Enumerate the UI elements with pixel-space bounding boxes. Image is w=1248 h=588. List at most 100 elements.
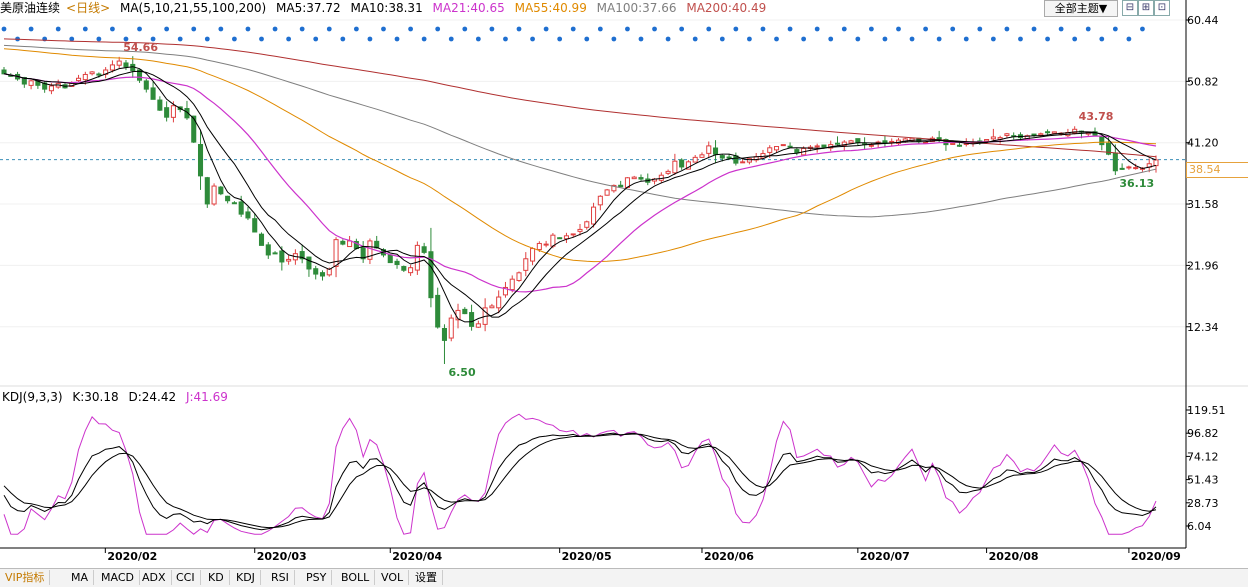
kdj-tick-label: 96.82	[1187, 427, 1219, 440]
ma200-value: MA200:40.49	[686, 1, 767, 15]
candle-body	[584, 221, 590, 228]
tab-kd[interactable]: KD	[203, 570, 230, 585]
signal-dot	[909, 36, 915, 42]
candle-body	[218, 186, 224, 195]
ma5-value: MA5:37.72	[276, 1, 341, 15]
candle-body	[726, 156, 732, 159]
price-tick-label: 60.44	[1187, 14, 1219, 27]
signal-dot	[408, 26, 413, 32]
tab-ma[interactable]: MA	[66, 570, 95, 585]
candle-body	[489, 305, 495, 309]
signal-dot	[1058, 26, 1064, 32]
signal-dot	[801, 36, 807, 42]
signal-dot	[1140, 26, 1145, 32]
candle-body	[740, 161, 746, 164]
date-tick-label: 2020/04	[392, 550, 442, 563]
candle-body	[394, 260, 400, 266]
price-axis: 60.44 50.82 41.20 31.58 21.96 12.34	[1185, 0, 1219, 386]
date-tick-label: 2020/07	[860, 550, 910, 563]
signal-dot	[936, 36, 942, 42]
tab-kdj[interactable]: KDJ	[231, 570, 261, 585]
price-tick-label: 50.82	[1187, 75, 1219, 88]
tab-settings[interactable]: 设置	[410, 570, 443, 585]
candle-body	[923, 141, 929, 144]
moving-average-lines	[3, 38, 1157, 323]
candle-body	[719, 155, 725, 159]
tab-psy[interactable]: PSY	[301, 570, 333, 585]
kdj-lines	[3, 413, 1157, 535]
kdj-j-line	[3, 413, 1157, 535]
tab-cci[interactable]: CCI	[171, 570, 201, 585]
candle-body	[150, 87, 156, 100]
expand-icon[interactable]: ⊞	[1138, 0, 1154, 16]
signal-dot	[638, 36, 644, 42]
signal-dot	[570, 26, 576, 32]
price-extreme-label: 6.50	[448, 366, 475, 379]
candle-body	[672, 160, 678, 174]
signal-dot	[625, 26, 630, 32]
signal-dot	[367, 36, 373, 42]
signal-dot	[96, 36, 102, 42]
price-annotations: 54.66 6.50 43.78 36.13	[123, 41, 1154, 379]
tab-vip[interactable]: VIP指标	[0, 570, 51, 585]
theme-dropdown-button[interactable]: 全部主题▼	[1044, 0, 1118, 17]
signal-dot	[123, 36, 129, 42]
tab-vol[interactable]: VOL	[376, 570, 410, 585]
candle-body	[868, 144, 874, 147]
signal-dot	[828, 36, 834, 42]
ma10-line	[3, 70, 1157, 318]
candle-body	[367, 240, 373, 260]
period-label[interactable]: <日线>	[66, 1, 111, 15]
candle-body	[841, 141, 847, 147]
signal-dot	[814, 26, 820, 32]
candle-body	[231, 202, 237, 205]
date-tick-label: 2020/05	[562, 550, 612, 563]
tab-rsi[interactable]: RSI	[266, 570, 295, 585]
candle-body	[448, 317, 454, 339]
tab-boll[interactable]: BOLL	[336, 570, 376, 585]
candle-body	[889, 140, 895, 143]
date-tick-label: 2020/03	[257, 550, 307, 563]
indicator-tab-bar: VIP指标 MA MACD ADX CCI KD KDJ RSI PSY BOL…	[0, 568, 1248, 587]
candle-body	[692, 156, 698, 163]
collapse-icon[interactable]: ⊟	[1122, 0, 1138, 16]
signal-dot	[232, 36, 237, 42]
tab-adx[interactable]: ADX	[137, 570, 172, 585]
signal-dot	[69, 36, 75, 42]
signal-dot	[353, 26, 359, 32]
candle-body	[306, 256, 312, 270]
candle-body	[441, 327, 448, 341]
signal-dot	[164, 26, 170, 32]
signal-dot	[28, 26, 34, 32]
candle-body	[82, 73, 88, 81]
candles	[1, 56, 1159, 364]
kdj-tick-label: 28.73	[1187, 497, 1219, 510]
date-tick-label: 2020/02	[107, 550, 157, 563]
signal-dot	[692, 36, 698, 42]
candle-body	[1, 69, 7, 75]
signal-dot	[597, 26, 603, 32]
date-tick-label: 2020/06	[704, 550, 754, 563]
signal-dot	[679, 26, 685, 32]
candle-body	[299, 251, 305, 260]
signal-dot	[896, 26, 901, 32]
ma10-value: MA10:38.31	[350, 1, 423, 15]
candle-body	[699, 154, 705, 158]
signal-dot	[313, 36, 319, 42]
candle-body	[421, 246, 427, 253]
candle-body	[597, 195, 603, 206]
price-tick-label: 31.58	[1187, 198, 1219, 211]
candle-body	[950, 142, 956, 145]
candle-body	[319, 272, 326, 277]
candle-body	[475, 323, 481, 328]
signal-dot	[977, 26, 983, 32]
candle-body	[523, 258, 529, 271]
candle-body	[990, 136, 996, 140]
ma-indicator-label[interactable]: MA(5,10,21,55,100,200)	[119, 1, 267, 15]
window-icon[interactable]: ⊡	[1154, 0, 1170, 16]
ma55-line	[3, 48, 1157, 263]
tab-macd[interactable]: MACD	[96, 570, 140, 585]
signal-dot	[760, 26, 766, 32]
kdj-label[interactable]: KDJ(9,3,3)	[2, 390, 63, 404]
candle-body	[116, 60, 122, 66]
